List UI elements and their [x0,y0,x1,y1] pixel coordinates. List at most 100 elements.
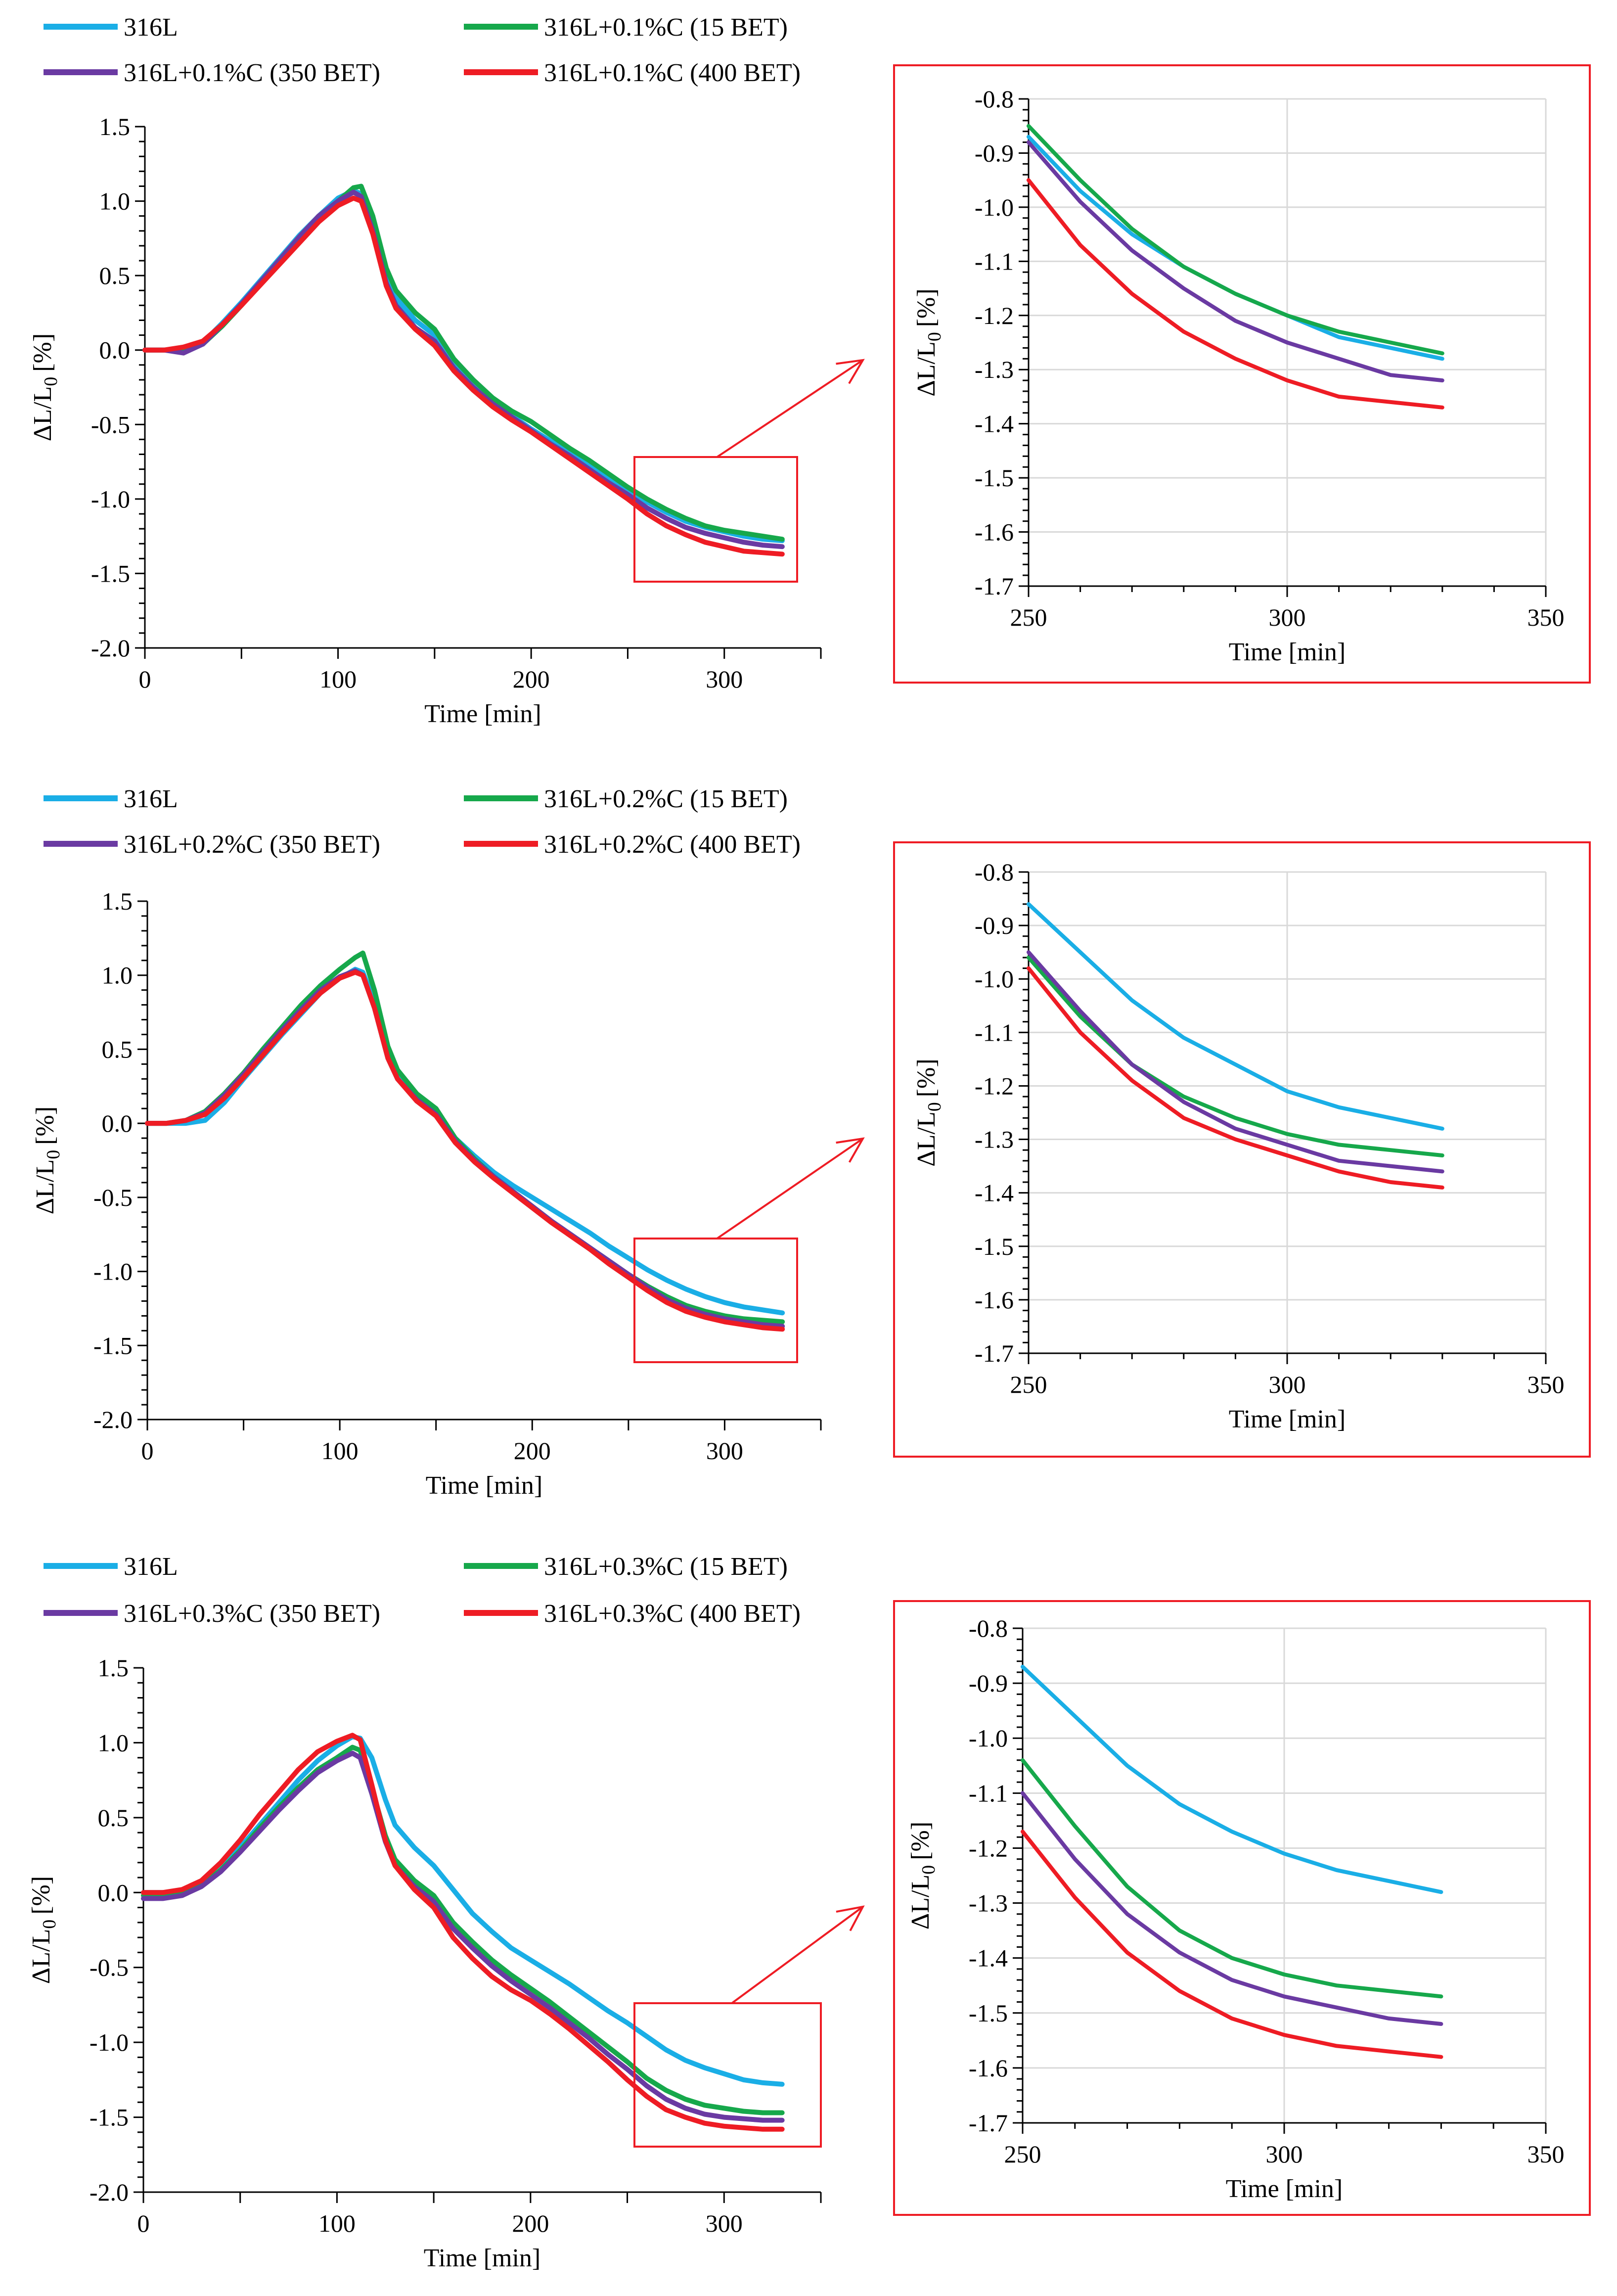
p1-zoom-x-tick-label: 300 [1269,603,1306,631]
p2-zoom-y-axis-title: ΔL/L0 [%] [912,1058,945,1166]
legend-label-3: 316L+0.1%C (400 BET) [544,59,801,87]
p3-zoom-series-2 [1021,1791,1443,2026]
p2-zoom-y-tick-label: -1.4 [975,1179,1014,1207]
p3-zoom-y-tick-label: -1.3 [969,1889,1008,1917]
legend-label-1: 316L+0.1%C (15 BET) [544,13,788,42]
p3-zoom-x-axis-title: Time [min] [1226,2175,1343,2203]
p1-main-chart: 1.5 1.0 0.5 0.0 -0.5 -1.0 -1.5 -2.0 0 100 200 300 Ti… [29,113,822,728]
p2-zoom-x-tick-label: 250 [1010,1371,1047,1398]
p3-main-chart: 1.5 1.0 0.5 0.0 -0.5 -1.0 -1.5 -2.0 0 100 200 300 Ti… [27,1654,822,2272]
p2-main-x-tick-label: 300 [706,1437,743,1465]
legend-label-0: 316L [124,785,178,813]
legend-label-0: 316L [124,1553,178,1581]
p2-main-series-1 [145,950,785,1325]
legend-label-2: 316L+0.2%C (350 BET) [124,830,380,859]
p2-zoom-chart: -0.8 -0.9 -1.0 -1.1 -1.2 -1.3 -1.4 -1.5 -1.6 -1.7… [912,858,1565,1433]
p1-main-series-1 [142,184,785,542]
p3-zoom-y-title-main: ΔL/L [906,1875,935,1929]
p3-zoom-y-title-unit: [%] [906,1822,935,1860]
legend-label-1: 316L+0.2%C (15 BET) [544,785,788,813]
p1-zoom-y-tick-label: -1.7 [975,572,1014,600]
p3-main-x-tick-label: 100 [318,2209,356,2237]
p2-main-y-title-sub: 0 [43,1150,64,1159]
p2-zoom-series-0 [1027,902,1444,1131]
legend-1: 316L 316L+0.2%C (15 BET) 316L+0.2%C (350 B… [44,785,801,859]
legend-label-2: 316L+0.1%C (350 BET) [124,59,380,87]
p3-zoom-x-tick-label: 300 [1266,2140,1303,2168]
p1-zoom-y-tick-label: -1.6 [975,518,1014,546]
p2-zoom-y-tick-label: -1.5 [975,1233,1014,1260]
p1-main-y-title-unit: [%] [29,333,57,372]
p2-main-y-tick-label: -1.0 [93,1258,133,1286]
p1-main-x-tick-label: 300 [706,665,743,693]
p2-main-y-tick-label: 0.0 [102,1109,133,1137]
p3-main-x-tick-label: 200 [512,2209,549,2237]
p3-main-x-tick-label: 0 [137,2209,150,2237]
p2-zoom-y-tick-label: -1.6 [975,1286,1014,1314]
legend-label-3: 316L+0.3%C (400 BET) [544,1600,801,1628]
p2-main-y-axis-title: ΔL/L0 [%] [31,1106,64,1214]
p2-zoom-series-1 [1027,956,1444,1157]
zoom-arrow-line-2 [731,1906,864,2004]
p1-zoom-y-tick-label: -1.4 [975,410,1014,438]
p1-main-y-tick-label: 1.5 [99,113,131,140]
p3-zoom-chart: -0.8 -0.9 -1.0 -1.1 -1.2 -1.3 -1.4 -1.5 -1.6 -1.7… [906,1614,1565,2203]
p1-main-y-tick-label: -1.0 [91,485,130,513]
p1-zoom-series-3 [1027,178,1444,410]
p1-main-y-tick-label: 1.0 [99,187,131,215]
p1-main-y-tick-label: 0.5 [99,262,131,289]
p2-zoom-y-title-main: ΔL/L [912,1111,941,1166]
p1-main-y-tick-label: -2.0 [91,634,130,662]
p2-main-x-tick-label: 200 [514,1437,551,1465]
zoom-panel-frame-2 [893,1600,1591,2216]
p2-main-y-tick-label: -0.5 [93,1184,133,1211]
zoom-region-box-1 [633,1238,798,1363]
p1-zoom-y-tick-label: -1.0 [975,193,1014,221]
legend-0: 316L 316L+0.1%C (15 BET) 316L+0.1%C (350 B… [44,13,801,87]
p3-zoom-y-tick-label: -1.6 [969,2054,1008,2082]
p3-main-series-0 [141,1734,785,2087]
p2-zoom-x-tick-label: 300 [1269,1371,1306,1398]
p1-zoom-y-tick-label: -1.1 [975,247,1014,275]
p3-main-series-1 [141,1745,785,2115]
zoom-arrow-head-0 [836,359,865,384]
p1-main-x-tick-label: 200 [513,665,550,693]
p1-main-y-title-sub: 0 [41,377,61,386]
p2-main-y-tick-label: -1.5 [93,1332,133,1359]
p2-main-series-3 [145,969,785,1332]
p3-zoom-y-tick-label: -0.8 [969,1614,1008,1642]
p2-zoom-y-title-unit: [%] [912,1058,941,1097]
p2-main-y-tick-label: 1.0 [102,962,133,989]
p1-zoom-x-axis-title: Time [min] [1229,638,1346,666]
p2-main-x-tick-label: 0 [141,1437,154,1465]
p1-zoom-y-tick-label: -1.2 [975,302,1014,329]
p2-main-chart: 1.5 1.0 0.5 0.0 -0.5 -1.0 -1.5 -2.0 0 100 200 300 Ti… [31,887,822,1500]
legend-label-0: 316L [124,13,178,42]
p2-main-y-title-unit: [%] [31,1106,59,1145]
p1-zoom-y-axis-title: ΔL/L0 [%] [912,288,945,396]
p3-main-y-title-sub: 0 [39,1920,60,1929]
zoom-arrow-head-1 [836,1137,865,1163]
p1-main-series-3 [142,195,785,557]
p3-main-y-tick-label: -1.0 [90,2028,129,2056]
zoom-arrow-head-2 [836,1905,865,1931]
zoom-panel-frame-0 [893,64,1591,684]
p2-zoom-y-tick-label: -1.2 [975,1072,1014,1100]
p1-zoom-y-tick-label: -0.8 [975,85,1014,113]
p2-main-y-tick-label: -2.0 [93,1406,133,1433]
zoom-arrow-line-1 [716,1138,864,1240]
p1-zoom-series-0 [1027,135,1444,361]
zoom-region-box-0 [633,456,798,583]
p1-zoom-series-2 [1027,140,1444,383]
p3-zoom-y-axis-title: ΔL/L0 [%] [906,1822,939,1929]
p3-main-y-tick-label: 0.0 [98,1879,129,1906]
p1-main-x-tick-label: 100 [319,665,357,693]
p1-zoom-y-title-sub: 0 [924,332,945,341]
p3-zoom-y-tick-label: -0.9 [969,1669,1008,1697]
p1-zoom-chart: -0.8 -0.9 -1.0 -1.1 -1.2 -1.3 -1.4 -1.5 -1.6 -1.7… [912,85,1565,666]
p3-zoom-series-1 [1021,1758,1443,1999]
p3-zoom-y-tick-label: -1.7 [969,2109,1008,2137]
p1-main-y-tick-label: 0.0 [99,336,131,364]
legend-label-2: 316L+0.3%C (350 BET) [124,1600,380,1628]
